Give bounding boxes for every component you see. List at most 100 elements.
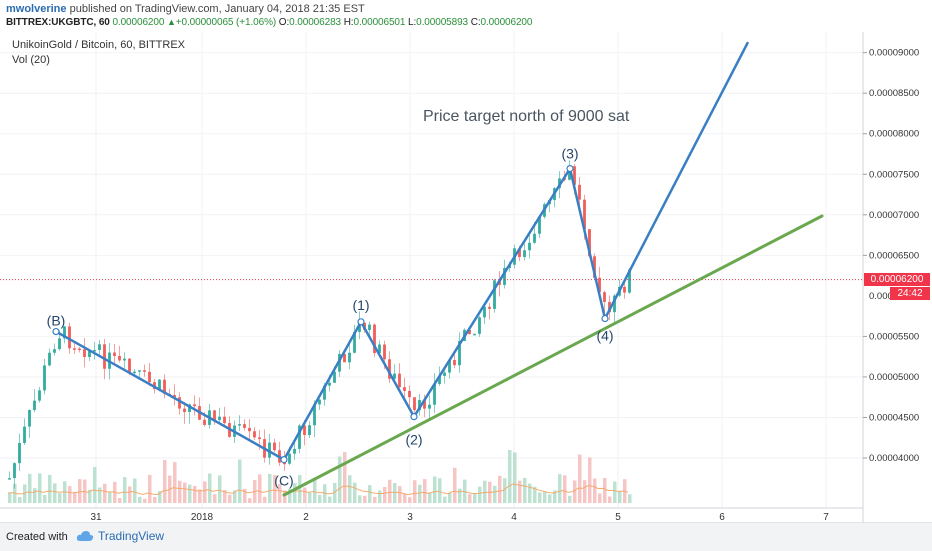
candle-body <box>523 250 526 258</box>
volume-bar <box>303 487 307 503</box>
volume-bar <box>333 482 337 503</box>
volume-bar <box>528 483 532 503</box>
candle-body <box>23 426 26 443</box>
time-tick-label: 4 <box>511 512 517 522</box>
volume-bar <box>138 496 142 503</box>
candle-body <box>318 399 321 405</box>
volume-bar <box>353 482 357 503</box>
volume-bar <box>158 491 162 503</box>
volume-bar <box>503 478 507 503</box>
volume-bar <box>378 490 382 503</box>
candle-body <box>433 383 436 405</box>
volume-bar <box>358 495 362 503</box>
candle-body <box>538 216 541 234</box>
volume-bar <box>153 496 157 503</box>
legend-volume[interactable]: Vol (20) <box>12 54 50 66</box>
volume-bar <box>183 482 187 503</box>
volume-bar <box>518 480 522 503</box>
ohlc-line: BITTREX:UKGBTC, 60 0.00006200 ▲+0.000000… <box>6 17 532 28</box>
candle-body <box>438 375 441 384</box>
symbol-label[interactable]: BITTREX:UKGBTC, 60 <box>6 17 110 28</box>
low-value: 0.00005893 <box>416 17 469 28</box>
candle-body <box>223 416 226 424</box>
trend-line <box>282 214 824 497</box>
price-tick-label: 0.0000 <box>869 291 898 302</box>
volume-bar <box>288 488 292 503</box>
volume-bar <box>313 477 317 503</box>
volume-bar <box>213 494 217 503</box>
candle-body <box>593 256 596 278</box>
volume-bar <box>388 479 392 503</box>
volume-bar <box>578 454 582 503</box>
volume-bar <box>48 474 52 503</box>
volume-bar <box>248 498 252 503</box>
candle-body <box>138 370 141 372</box>
candle-body <box>578 184 581 200</box>
price-tick-label: 0.00004500 <box>869 412 919 423</box>
volume-bar <box>123 477 127 503</box>
candle-body <box>128 358 131 372</box>
candle-body <box>343 353 346 363</box>
candle-body <box>623 286 626 293</box>
volume-bar <box>178 480 182 503</box>
candle-body <box>188 404 191 413</box>
candle-body <box>173 395 176 398</box>
candle-body <box>13 463 16 479</box>
candle-body <box>328 382 331 386</box>
volume-bar <box>418 484 422 503</box>
volume-bar <box>308 492 312 503</box>
volume-bar <box>143 498 147 503</box>
candle-body <box>178 397 181 409</box>
volume-bar <box>28 473 32 503</box>
last-price: 0.00006200 <box>112 17 165 28</box>
time-axis: 31 2018 2 3 4 5 6 7 <box>90 512 829 522</box>
candle-body <box>78 348 81 351</box>
legend-title[interactable]: UnikoinGold / Bitcoin, 60, BITTREX <box>12 39 186 51</box>
candle-body <box>368 324 371 330</box>
volume-bar <box>618 490 622 503</box>
price-tick-label: 0.00007000 <box>869 210 919 221</box>
candle-body <box>613 295 616 313</box>
candle-body <box>313 404 316 426</box>
volume-bar <box>593 478 597 503</box>
candle-body <box>598 277 601 293</box>
candle-body <box>83 349 86 358</box>
volume-bar <box>538 492 542 503</box>
price-tick-label: 0.00007500 <box>869 169 919 180</box>
price-target-annotation: Price target north of 9000 sat <box>423 108 630 125</box>
tradingview-logo[interactable]: TradingView <box>76 529 164 543</box>
volume-bar <box>293 483 297 503</box>
wave-label: (C) <box>274 473 293 489</box>
open-value: 0.00006283 <box>289 17 341 28</box>
current-price-tag: 0.00006200 <box>864 273 930 287</box>
volume-bar <box>603 477 607 503</box>
candle-body <box>603 292 606 302</box>
time-tick-label: 7 <box>823 512 829 522</box>
candle-body <box>393 373 396 379</box>
candle-body <box>428 404 431 409</box>
volume-bar <box>23 484 27 503</box>
author-link[interactable]: mwolverine <box>6 3 67 15</box>
volume-bar <box>163 459 167 503</box>
candle-body <box>398 373 401 388</box>
close-value: 0.00006200 <box>480 17 533 28</box>
candle-body <box>93 349 96 352</box>
volume-bar <box>223 490 227 503</box>
volume-bar <box>608 496 612 503</box>
candle-body <box>448 359 451 373</box>
wave-label: (2) <box>405 432 422 448</box>
volume-bar <box>548 494 552 503</box>
time-tick-label: 31 <box>90 512 102 522</box>
candle-body <box>483 306 486 318</box>
candle-body <box>28 410 31 427</box>
volume-bar <box>383 487 387 503</box>
candle-body <box>303 425 306 435</box>
price-chart[interactable]: (B) (C) (1) (2) (3) (4) Price target north of… <box>0 32 932 522</box>
candle-body <box>488 306 491 309</box>
wave-points <box>52 164 609 464</box>
close-label: C: <box>470 17 481 28</box>
wave-label: (3) <box>561 146 578 162</box>
volume-bar <box>533 486 537 503</box>
time-tick-label: 5 <box>615 512 621 522</box>
volume-bar <box>73 492 77 503</box>
